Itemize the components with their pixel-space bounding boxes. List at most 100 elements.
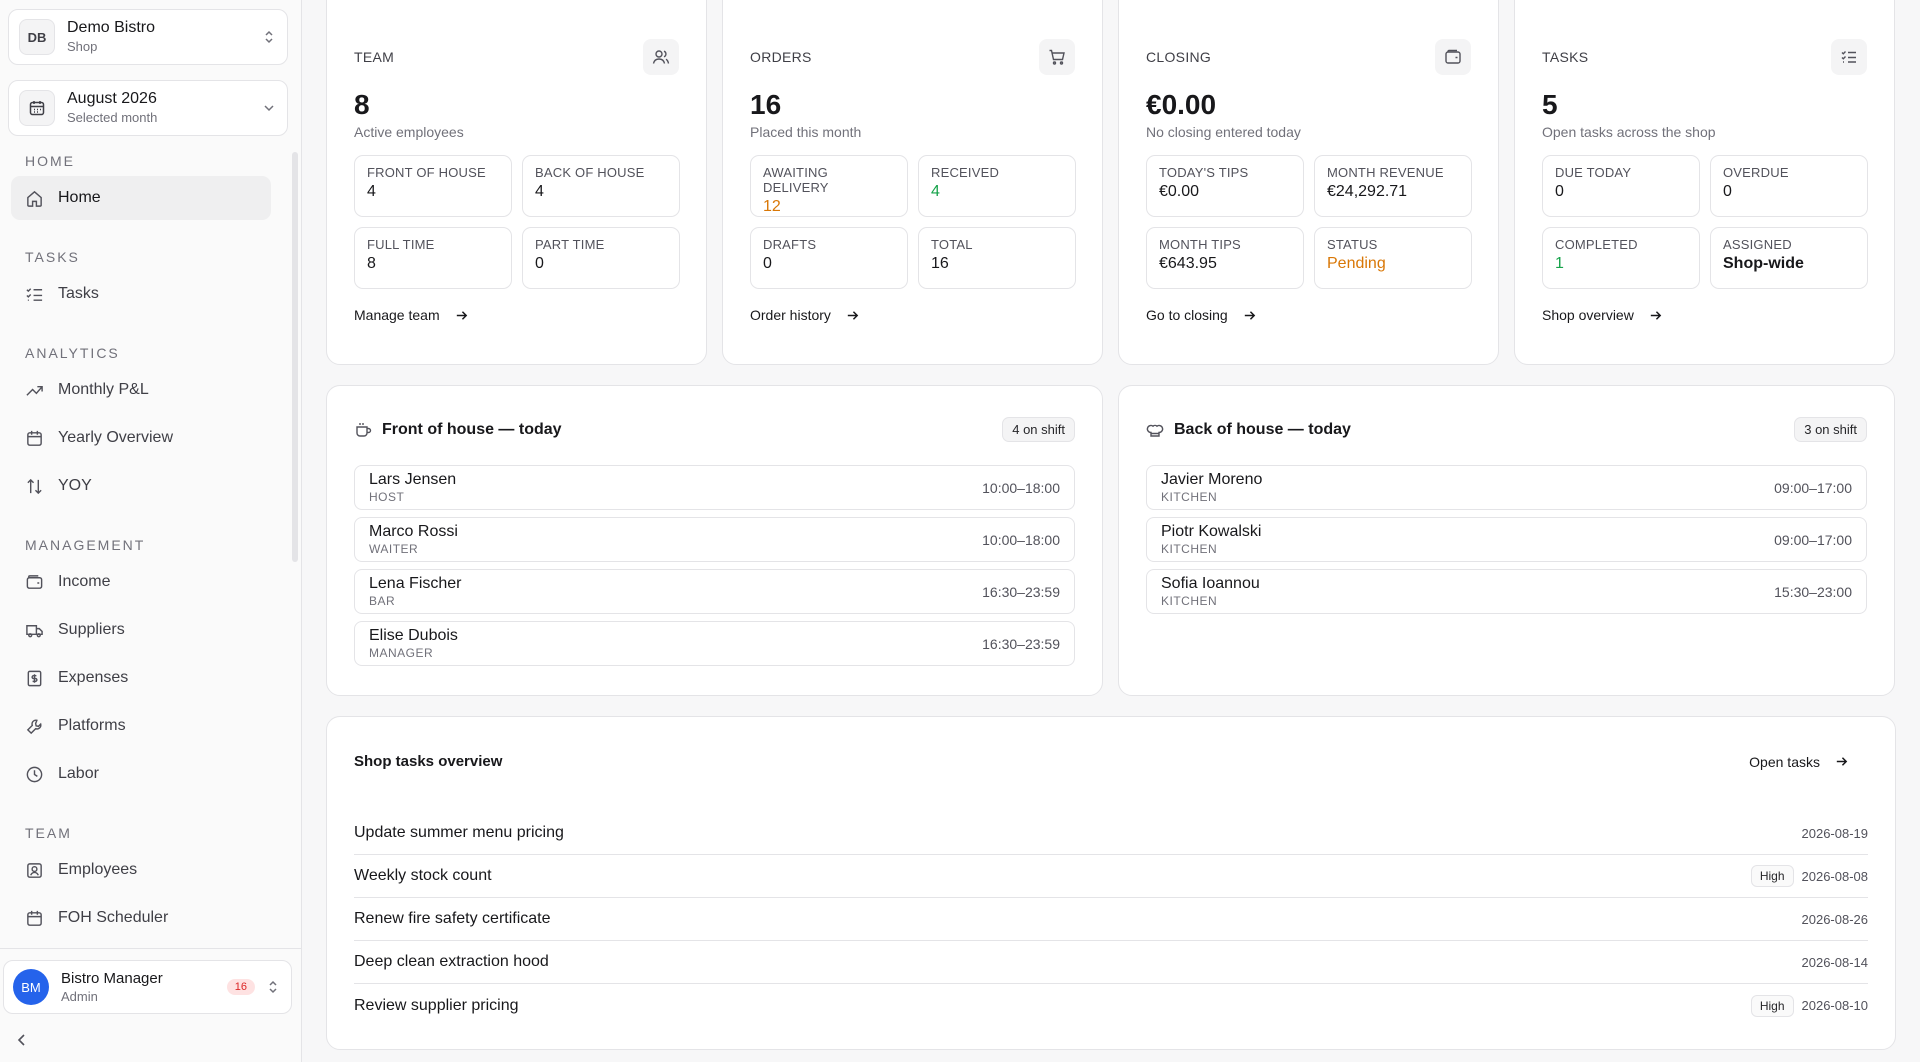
calendar-icon [27,910,42,926]
sidebar-item-income[interactable]: Income [11,560,271,604]
wallet-icon [1435,39,1471,75]
shop-switcher[interactable]: DB Demo Bistro Shop [8,9,288,65]
metric-full-time: FULL TIME 8 [354,227,512,289]
user-menu[interactable]: BM Bistro Manager Admin 16 [3,960,292,1014]
priority-badge: High [1750,865,1794,887]
metric-todays-tips: TODAY'S TIPS €0.00 [1146,155,1304,217]
metric-total: TOTAL 16 [918,227,1076,289]
metric-drafts: DRAFTS 0 [750,227,908,289]
list-item: Piotr Kowalski KITCHEN 09:00–17:00 [1146,517,1867,562]
arrow-up-down-icon [27,478,42,494]
shopping-cart-icon [1039,39,1075,75]
table-row[interactable]: Update summer menu pricing 2026-08-19 [354,812,1868,855]
sidebar-item-yearly-overview[interactable]: Yearly Overview [11,416,271,460]
month-picker[interactable]: August 2026 Selected month [8,80,288,136]
sidebar-item-label: Platforms [58,717,126,734]
arrow-right-icon [456,310,467,320]
metric-back-of-house: BACK OF HOUSE 4 [522,155,680,217]
nav-group-tasks: TASKS [25,249,80,265]
list-item: Lars Jensen HOST 10:00–18:00 [354,465,1075,510]
metric-month-revenue: MONTH REVENUE €24,292.71 [1314,155,1472,217]
collapse-sidebar-icon[interactable] [14,1032,30,1048]
sidebar-item-platforms[interactable]: Platforms [11,704,271,748]
nav-group-team: TEAM [25,825,72,841]
chef-hat-icon [1146,424,1164,437]
table-row[interactable]: Weekly stock count High 2026-08-08 [354,855,1868,898]
go-to-closing-link[interactable]: Go to closing [1146,307,1257,323]
table-row[interactable]: Deep clean extraction hood 2026-08-14 [354,941,1868,984]
metric-status: STATUS Pending [1314,227,1472,289]
notification-count-badge: 16 [226,979,255,995]
metric-awaiting-delivery: AWAITING DELIVERY 12 [750,155,908,217]
sidebar-item-label: YOY [58,477,92,494]
orders-card: ORDERS 16 Placed this month AWAITING DEL… [722,0,1103,365]
sidebar-item-employees[interactable]: Employees [11,848,271,892]
users-icon [643,39,679,75]
sidebar-item-expenses[interactable]: Expenses [11,656,271,700]
metric-front-of-house: FRONT OF HOUSE 4 [354,155,512,217]
tasks-card: TASKS 5 Open tasks across the shop DUE T… [1514,0,1895,365]
card-label: TEAM [354,49,395,65]
list-item: Elise Dubois MANAGER 16:30–23:59 [354,621,1075,666]
metric-part-time: PART TIME 0 [522,227,680,289]
sidebar-item-label: Monthly P&L [58,381,149,398]
month-sub: Selected month [67,110,158,125]
sidebar-item-home[interactable]: Home [11,176,271,220]
sidebar-item-tasks[interactable]: Tasks [11,272,271,316]
metric-due-today: DUE TODAY 0 [1542,155,1700,217]
user-role: Admin [61,988,98,1004]
sidebar-item-labor[interactable]: Labor [11,752,271,796]
table-row[interactable]: Review supplier pricing High 2026-08-10 [354,984,1868,1027]
calendar-icon [27,430,42,446]
sidebar: DB Demo Bistro Shop August 2026 Selected… [0,0,302,1062]
list-checks-icon [26,287,43,301]
sidebar-item-foh-scheduler[interactable]: FOH Scheduler [11,896,271,940]
table-row[interactable]: Renew fire safety certificate 2026-08-26 [354,898,1868,941]
chevrons-up-down-icon [269,980,277,994]
sidebar-item-yoy[interactable]: YOY [11,464,271,508]
metric-overdue: OVERDUE 0 [1710,155,1868,217]
nav-group-management: MANAGEMENT [25,537,146,553]
list-item: Javier Moreno KITCHEN 09:00–17:00 [1146,465,1867,510]
contact-icon [27,862,42,878]
wrench-icon [26,718,42,734]
open-tasks-link[interactable]: Open tasks [1749,754,1849,770]
closing-desc: No closing entered today [1146,124,1301,140]
nav-group-home: HOME [25,153,75,169]
chevrons-up-down-icon [265,30,273,44]
sidebar-item-monthly-pl[interactable]: Monthly P&L [11,368,271,412]
list-checks-icon [1831,39,1867,75]
metric-month-tips: MONTH TIPS €643.95 [1146,227,1304,289]
boh-title: Back of house — today [1174,420,1351,438]
sidebar-item-label: FOH Scheduler [58,909,169,926]
sidebar-item-suppliers[interactable]: Suppliers [11,608,271,652]
month-name: August 2026 [67,90,157,107]
sidebar-item-label: Labor [58,765,99,782]
shop-tasks-title: Shop tasks overview [354,753,503,770]
shop-name: Demo Bistro [67,19,156,36]
sidebar-scrollbar[interactable] [292,152,298,562]
sidebar-item-label: Employees [58,861,138,878]
manage-team-link[interactable]: Manage team [354,307,469,323]
foh-shift-count: 4 on shift [1002,417,1075,442]
team-desc: Active employees [354,124,464,140]
list-item: Sofia Ioannou KITCHEN 15:30–23:00 [1146,569,1867,614]
shop-tasks-card: Shop tasks overview Open tasks Update su… [326,716,1896,1050]
card-label: CLOSING [1146,49,1212,65]
shop-overview-link[interactable]: Shop overview [1542,307,1663,323]
tasks-count: 5 [1542,89,1558,120]
order-history-link[interactable]: Order history [750,307,860,323]
sidebar-item-label: Tasks [58,285,99,302]
list-item: Marco Rossi WAITER 10:00–18:00 [354,517,1075,562]
receipt-icon [27,670,42,686]
team-count: 8 [354,89,370,120]
back-of-house-card: Back of house — today 3 on shift Javier … [1118,385,1895,696]
shop-type: Shop [67,39,98,54]
shop-badge: DB [19,19,55,55]
sidebar-nav: HOME Home TASKS Tasks ANALYTICS Monthly … [0,150,290,950]
tasks-desc: Open tasks across the shop [1542,124,1716,140]
sidebar-item-label: Expenses [58,669,129,686]
calendar-icon [19,90,55,126]
sidebar-item-label: Income [58,573,111,590]
foh-title: Front of house — today [382,420,562,438]
